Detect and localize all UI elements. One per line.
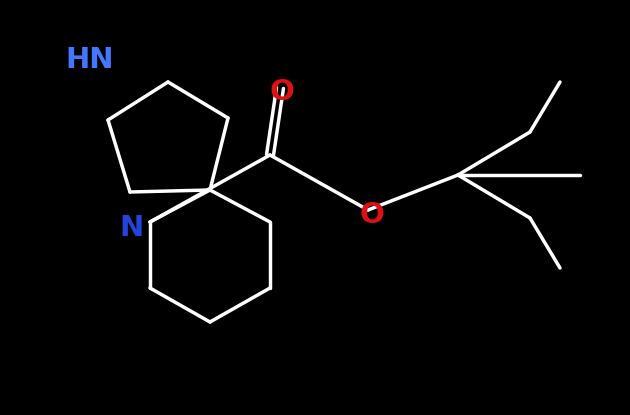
Text: O: O [360,201,384,229]
Text: HN: HN [65,46,113,74]
Text: O: O [270,78,294,106]
Text: N: N [120,214,144,242]
